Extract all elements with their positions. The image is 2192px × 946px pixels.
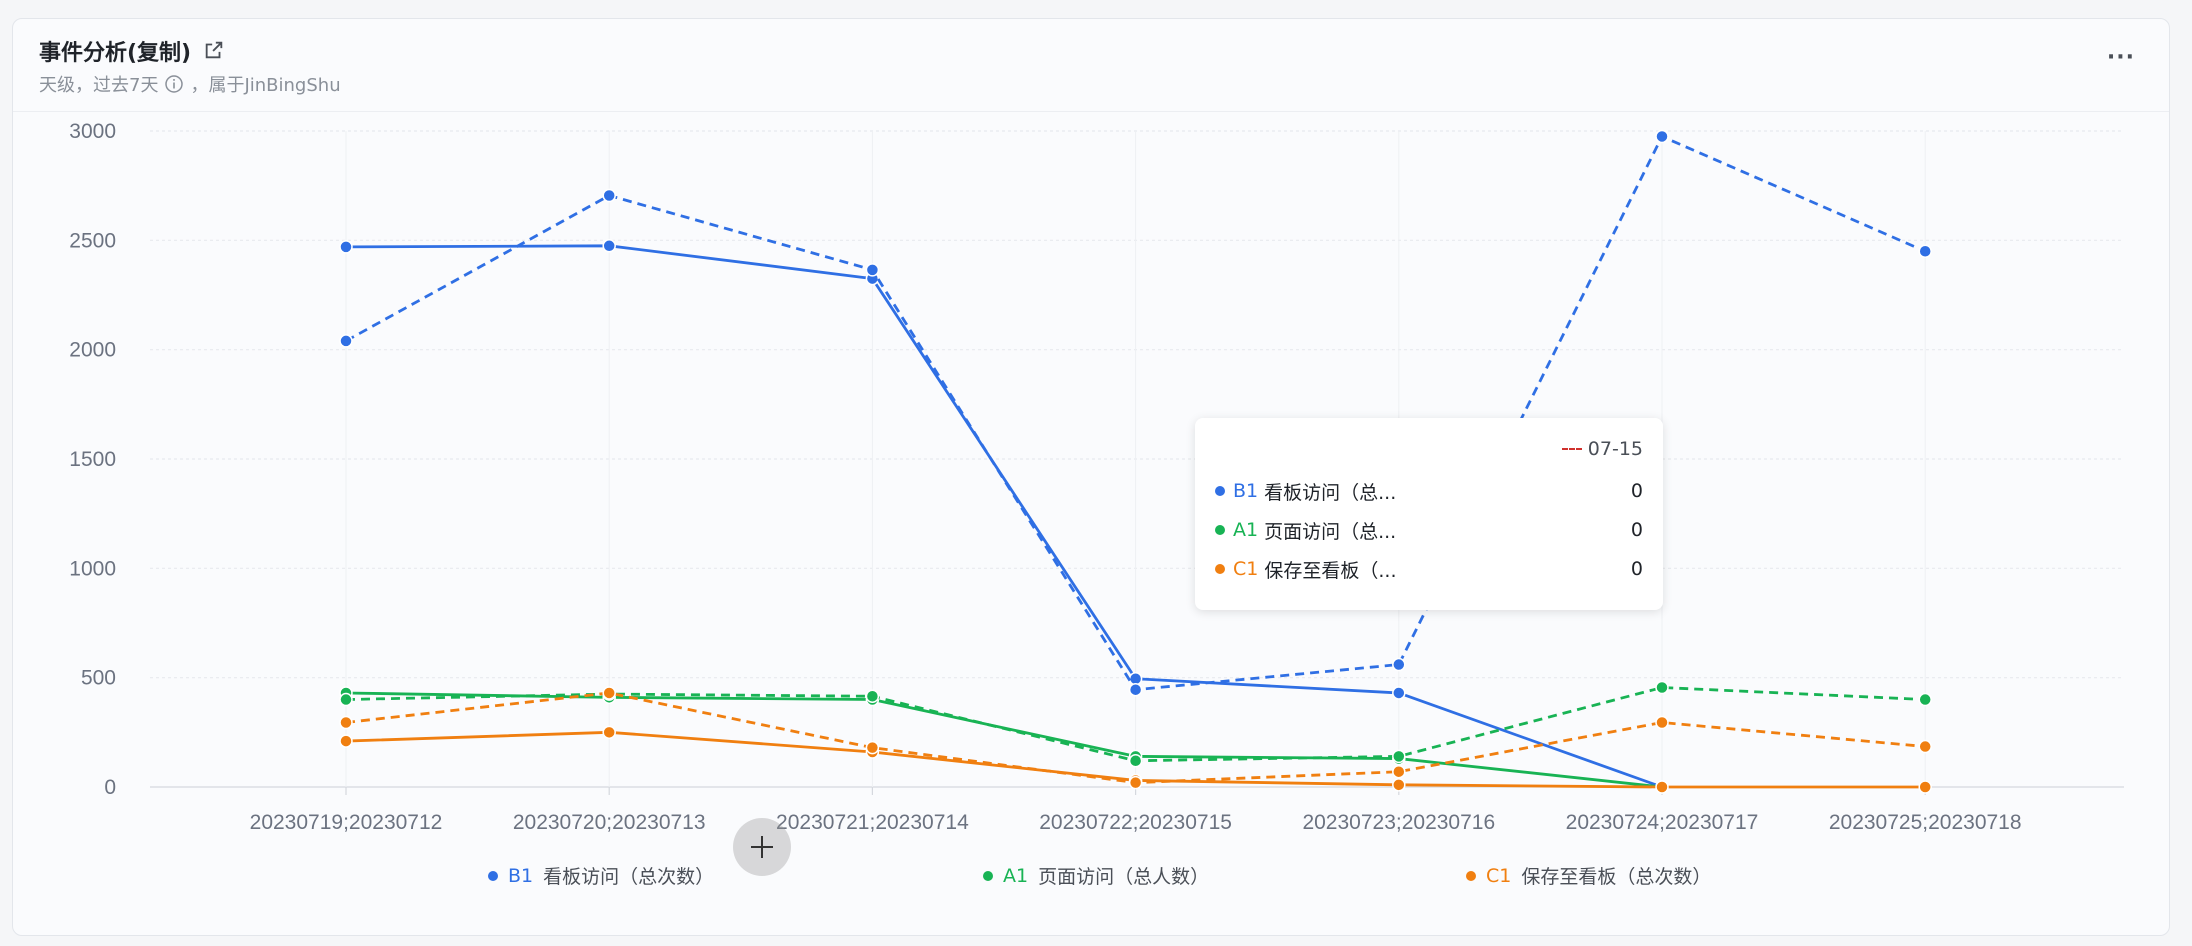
tooltip-code: B1	[1233, 480, 1259, 502]
y-tick-label: 3000	[69, 120, 116, 143]
tooltip-label: 保存至看板（...	[1264, 559, 1397, 582]
mouse-cursor-icon	[733, 818, 791, 876]
data-point	[1655, 680, 1669, 695]
chart-tooltip: 07-15 B1 看板访问（总... 0 A1 页面访问（总... 0 C1 保…	[1195, 418, 1663, 610]
data-point	[339, 240, 353, 254]
data-point	[1918, 244, 1932, 259]
external-link-icon[interactable]	[203, 39, 225, 61]
data-point	[339, 715, 353, 730]
compare-dash-icon	[1561, 448, 1582, 450]
legend-code: A1	[1003, 864, 1029, 887]
more-options-icon[interactable]: ···	[2106, 45, 2135, 70]
tooltip-label: 页面访问（总...	[1264, 520, 1397, 543]
info-icon[interactable]	[164, 74, 184, 94]
y-tick-label: 2000	[69, 339, 116, 362]
data-point	[1392, 764, 1406, 779]
legend-label: 页面访问（总人数）	[1038, 866, 1210, 888]
tooltip-code: C1	[1233, 558, 1259, 580]
tooltip-header: 07-15	[1561, 438, 1643, 460]
y-tick-label: 500	[81, 667, 116, 690]
legend-item-a1[interactable]: A1 页面访问（总人数）	[983, 862, 1209, 889]
series-dot-icon	[1215, 525, 1225, 535]
data-point	[1392, 749, 1406, 764]
x-tick-label: 20230725;20230718	[1829, 811, 2022, 834]
data-point	[865, 740, 880, 755]
y-tick-label: 1500	[69, 448, 116, 471]
data-point	[1128, 775, 1143, 790]
tooltip-value: 0	[1630, 519, 1643, 541]
card-header: 事件分析(复制) 天级，过去7天 ，属于JinBingShu ···	[13, 19, 2169, 112]
data-point	[1392, 657, 1406, 672]
chart-card: 事件分析(复制) 天级，过去7天 ，属于JinBingShu ···	[12, 18, 2170, 936]
data-point	[602, 725, 616, 740]
x-tick-label: 20230720;20230713	[513, 811, 706, 834]
tooltip-row: C1 保存至看板（... 0	[1215, 554, 1643, 584]
data-point	[1392, 778, 1406, 792]
x-tick-label: 20230723;20230716	[1302, 811, 1495, 834]
tooltip-date: 07-15	[1587, 438, 1643, 460]
tooltip-label: 看板访问（总...	[1264, 481, 1397, 504]
data-point	[1392, 686, 1406, 700]
legend-dot-icon	[1466, 870, 1476, 881]
data-point	[1128, 682, 1143, 697]
data-point	[602, 686, 616, 700]
data-point	[602, 188, 616, 203]
tooltip-value: 0	[1630, 480, 1643, 502]
data-point	[339, 734, 353, 748]
tooltip-row: A1 页面访问（总... 0	[1215, 515, 1643, 545]
legend-label: 保存至看板（总次数）	[1521, 866, 1712, 888]
data-point	[339, 692, 353, 707]
data-point	[865, 689, 880, 704]
data-point	[339, 334, 353, 348]
series-dot-icon	[1215, 486, 1225, 496]
legend-item-c1[interactable]: C1 保存至看板（总次数）	[1466, 862, 1711, 889]
x-tick-label: 20230724;20230717	[1566, 811, 1759, 834]
card-subtitle: 天级，过去7天 ，属于JinBingShu	[39, 71, 341, 97]
data-point	[865, 263, 880, 277]
tooltip-value: 0	[1630, 558, 1643, 580]
legend-dot-icon	[983, 870, 993, 881]
y-tick-label: 0	[104, 776, 116, 799]
data-point	[1918, 739, 1932, 754]
data-point	[1128, 754, 1143, 768]
series-dot-icon	[1215, 564, 1225, 574]
series-line-b1-current	[345, 244, 1663, 789]
x-tick-label: 20230722;20230715	[1039, 811, 1232, 834]
data-point	[1655, 129, 1669, 144]
card-title: 事件分析(复制)	[39, 41, 192, 66]
legend-code: C1	[1486, 864, 1512, 887]
data-point	[1918, 780, 1932, 794]
data-point	[1655, 715, 1669, 730]
x-tick-label: 20230721;20230714	[776, 811, 969, 834]
legend-label: 看板访问（总次数）	[543, 866, 715, 888]
y-tick-label: 1000	[69, 557, 116, 580]
legend-item-b1[interactable]: B1 看板访问（总次数）	[488, 862, 714, 889]
data-point	[602, 239, 616, 253]
tooltip-code: A1	[1233, 519, 1259, 541]
tooltip-row: B1 看板访问（总... 0	[1215, 476, 1643, 506]
x-tick-label: 20230719;20230712	[250, 811, 443, 834]
data-point	[1655, 780, 1669, 794]
legend-dot-icon	[488, 870, 498, 881]
y-tick-label: 2500	[69, 229, 116, 252]
legend-code: B1	[508, 864, 534, 887]
subtitle-owner: ，属于JinBingShu	[190, 75, 341, 96]
subtitle-range: 天级，过去7天	[39, 75, 159, 96]
data-point	[1918, 692, 1932, 707]
